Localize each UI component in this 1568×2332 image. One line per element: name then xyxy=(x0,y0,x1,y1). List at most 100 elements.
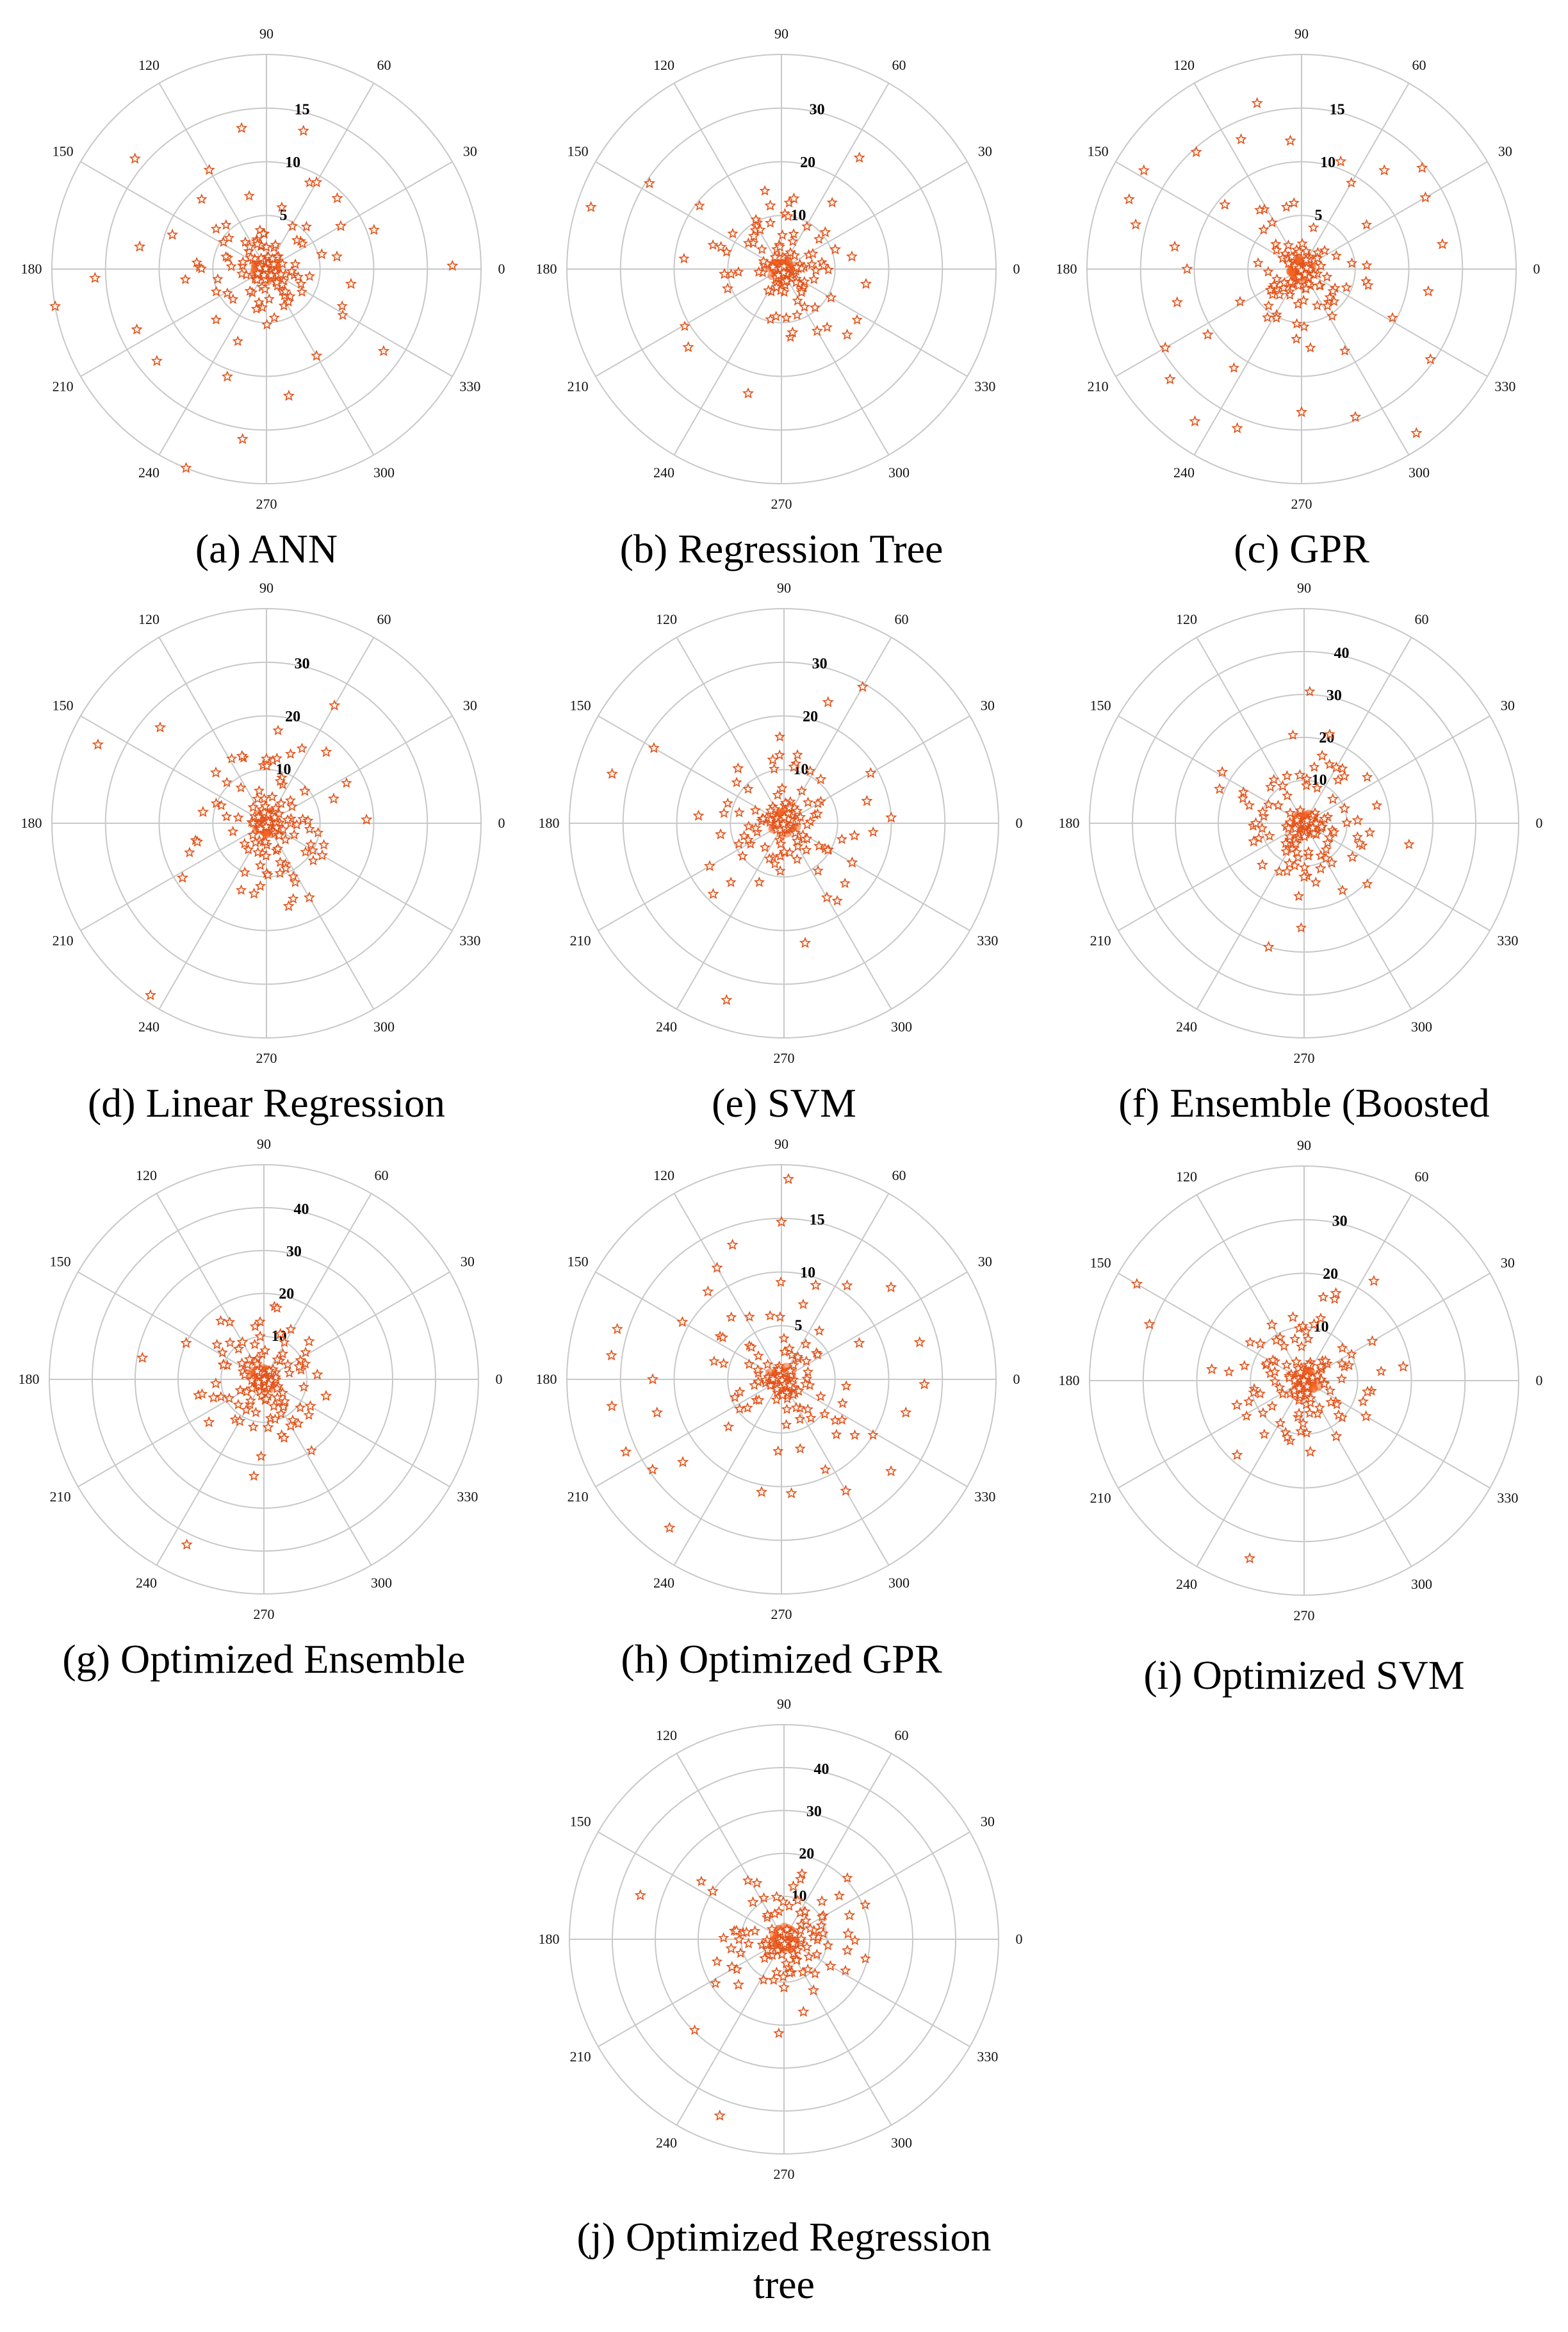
error-point xyxy=(771,310,782,322)
caption: (i) Optimized SVM xyxy=(1043,1652,1565,1699)
error-point xyxy=(1307,222,1319,233)
error-point xyxy=(774,1926,786,1937)
error-point xyxy=(783,1343,796,1354)
error-point xyxy=(792,1894,804,1905)
outlier-point xyxy=(1410,427,1423,438)
error-point xyxy=(1293,1382,1305,1393)
angle-tick-label: 210 xyxy=(568,379,589,395)
error-point xyxy=(1303,278,1314,289)
outlier-point xyxy=(297,124,309,136)
outlier-point xyxy=(129,152,141,164)
outlier-point xyxy=(1123,193,1135,204)
error-point xyxy=(774,731,786,742)
error-point xyxy=(270,802,282,813)
error-point xyxy=(277,1401,290,1412)
polar-panel-j: 0 30 60 90 120 150 180 210 240 270 300 330 10 20 30 40 … xyxy=(523,1670,1045,2330)
error-point xyxy=(304,823,316,834)
error-point xyxy=(778,811,790,823)
error-point xyxy=(764,217,776,228)
error-point xyxy=(1300,1326,1312,1336)
error-point xyxy=(771,1966,783,1977)
outlier-point xyxy=(755,1486,768,1497)
outlier-point xyxy=(1346,851,1359,862)
outlier-point xyxy=(711,1261,723,1273)
error-point xyxy=(271,1302,283,1313)
outlier-point xyxy=(1262,940,1275,952)
error-point xyxy=(746,1341,757,1352)
error-point xyxy=(1322,300,1334,311)
error-point xyxy=(816,1910,828,1922)
error-point xyxy=(1281,1359,1293,1370)
outlier-point xyxy=(1314,862,1327,874)
error-point xyxy=(1284,816,1296,828)
spoke-300 xyxy=(266,823,375,1010)
outlier-point xyxy=(1181,263,1193,274)
outlier-point xyxy=(799,937,812,948)
error-point xyxy=(815,1390,826,1402)
error-point xyxy=(1289,823,1301,833)
spoke-330 xyxy=(1301,268,1488,377)
angle-tick-label: 300 xyxy=(1411,1576,1432,1592)
error-point xyxy=(1237,792,1248,803)
outlier-point xyxy=(747,230,760,242)
error-point xyxy=(792,749,803,760)
radial-tick-label: 30 xyxy=(806,1803,822,1820)
error-point xyxy=(257,227,269,238)
error-point xyxy=(269,812,281,823)
error-point xyxy=(215,800,227,810)
error-point xyxy=(239,866,250,878)
outlier-point xyxy=(1368,1274,1380,1286)
error-point xyxy=(1336,1342,1348,1353)
angle-tick-label: 90 xyxy=(1297,580,1311,596)
angle-tick-label: 270 xyxy=(771,1606,792,1622)
error-point xyxy=(1346,1348,1357,1359)
caption: (f) Ensemble (Boosted xyxy=(1043,1080,1565,1127)
polar-chart-svg: 0 30 60 90 120 150 180 210 240 270 300 330 5 10 15 xyxy=(536,1136,1020,1622)
error-point xyxy=(1326,310,1338,321)
spoke-150 xyxy=(595,1271,782,1380)
spoke-120 xyxy=(673,83,782,270)
error-point xyxy=(252,846,264,857)
outlier-point xyxy=(310,349,323,361)
error-point xyxy=(771,1386,783,1397)
error-point xyxy=(243,844,254,855)
outlier-point xyxy=(715,240,727,252)
outlier-point xyxy=(1256,858,1268,870)
spoke-240 xyxy=(676,823,785,1010)
polar-chart-svg: 0 30 60 90 120 150 180 210 240 270 300 330 5 10 15 xyxy=(21,26,505,512)
outlier-point xyxy=(885,1281,897,1293)
error-point xyxy=(749,804,761,816)
outlier-point xyxy=(361,813,373,825)
error-point xyxy=(769,763,780,774)
angle-tick-label: 210 xyxy=(1090,933,1111,949)
radial-tick-label: 20 xyxy=(279,1286,294,1302)
caption: (d) Linear Regression xyxy=(5,1080,528,1127)
error-point xyxy=(774,1311,786,1322)
spoke-60 xyxy=(266,83,375,270)
outlier-point xyxy=(282,390,295,401)
outlier-point xyxy=(747,1896,759,1907)
spoke-30 xyxy=(781,1271,968,1380)
outlier-point xyxy=(726,1960,738,1972)
error-point xyxy=(1333,1409,1344,1420)
error-point xyxy=(191,256,202,268)
error-point xyxy=(767,1373,779,1384)
error-point xyxy=(236,1358,248,1368)
error-point xyxy=(269,1413,281,1424)
angle-tick-label: 30 xyxy=(1501,698,1515,714)
angle-tick-label: 330 xyxy=(977,933,998,949)
error-point xyxy=(757,812,769,824)
angle-tick-label: 0 xyxy=(1016,1931,1023,1947)
error-point xyxy=(791,261,803,272)
polar-panel-c: 0 30 60 90 120 150 180 210 240 270 300 330 5 10 15 (c)… xyxy=(1040,0,1563,577)
outlier-point xyxy=(611,1323,623,1334)
error-point xyxy=(294,1402,306,1413)
error-point xyxy=(1258,224,1270,234)
error-point xyxy=(261,1393,272,1404)
outlier-point xyxy=(89,272,101,283)
error-point xyxy=(794,1873,806,1884)
angle-tick-label: 210 xyxy=(53,933,74,949)
error-point xyxy=(259,1374,270,1384)
error-point xyxy=(1264,781,1277,792)
spoke-150 xyxy=(80,715,267,824)
